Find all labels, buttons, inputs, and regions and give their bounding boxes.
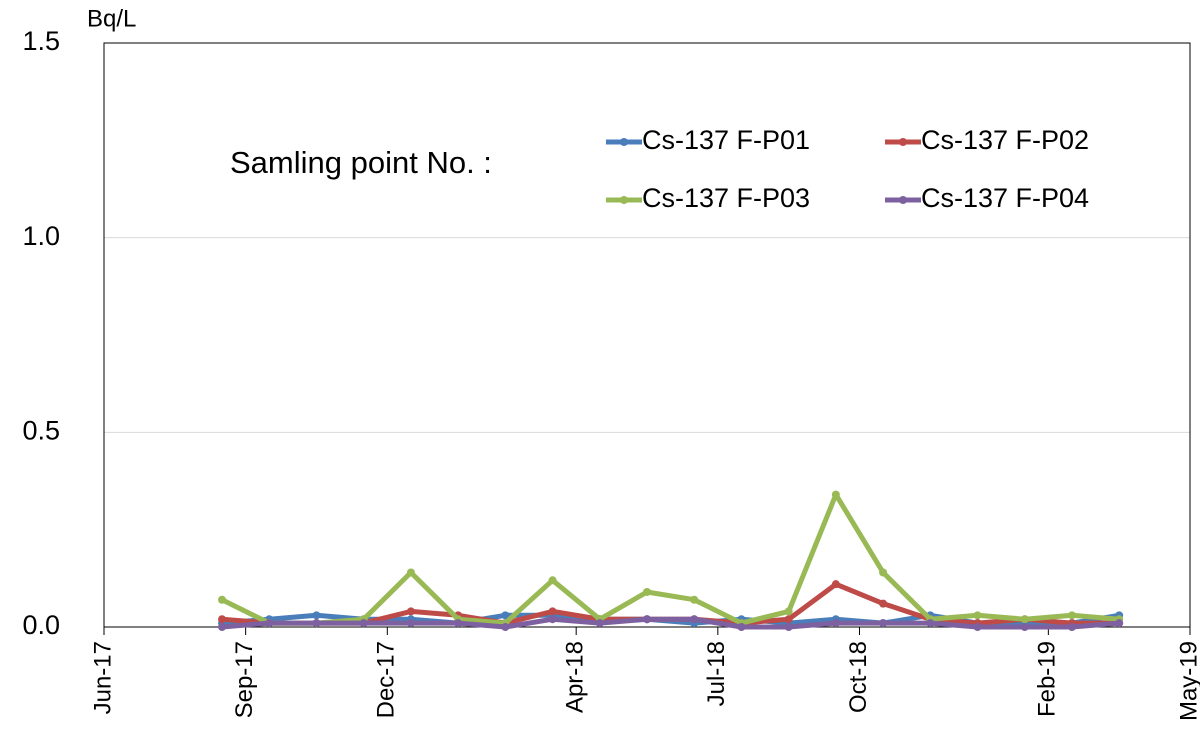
data-point — [312, 611, 321, 620]
data-point — [879, 568, 888, 577]
data-point — [973, 623, 982, 631]
data-point — [784, 607, 793, 616]
data-point — [1020, 615, 1029, 624]
data-point — [784, 615, 793, 624]
data-point — [501, 611, 510, 620]
legend-marker — [899, 196, 907, 204]
legend-title: Samling point No. : — [230, 145, 492, 180]
data-point — [879, 599, 888, 608]
legend-marker — [620, 138, 628, 146]
data-point — [218, 615, 227, 624]
x-tick-label: Apr-18 — [562, 641, 589, 713]
series-line — [221, 616, 1120, 630]
data-point — [926, 619, 935, 628]
data-point — [643, 587, 651, 596]
data-point — [831, 580, 840, 589]
data-point — [1067, 623, 1076, 631]
data-point — [1020, 623, 1029, 631]
data-point — [454, 619, 463, 628]
x-tick-label: Dec-17 — [373, 641, 400, 718]
data-point — [406, 607, 415, 616]
data-point — [973, 611, 982, 620]
data-point — [501, 623, 510, 631]
data-point — [690, 615, 699, 624]
data-point — [548, 607, 557, 616]
x-tick-label: Jun-17 — [89, 641, 116, 714]
data-point — [548, 615, 557, 624]
legend-marker — [620, 196, 628, 204]
legend-label: Cs-137 F-P02 — [921, 125, 1089, 155]
data-point — [312, 619, 321, 628]
x-tick-label: Jul-18 — [703, 641, 730, 706]
series-line — [220, 492, 1120, 626]
data-point — [548, 576, 557, 585]
data-point — [218, 595, 227, 604]
legend-label: Cs-137 F-P03 — [642, 183, 810, 213]
data-point — [265, 619, 274, 628]
data-point — [690, 595, 699, 604]
legend-label: Cs-137 F-P01 — [642, 125, 810, 155]
data-point — [406, 568, 415, 577]
data-point — [784, 623, 793, 631]
data-point — [359, 619, 368, 628]
legend-marker — [899, 138, 907, 146]
x-tick-label: Feb-19 — [1034, 641, 1061, 717]
data-point — [1115, 619, 1124, 628]
x-tick-label: May-19 — [1175, 641, 1200, 721]
y-tick-label: 0.0 — [22, 610, 60, 640]
data-point — [406, 619, 415, 628]
data-point — [831, 619, 840, 628]
data-point — [643, 615, 651, 624]
plot-frame — [103, 42, 1191, 628]
y-tick-label: 0.5 — [22, 415, 60, 445]
data-point — [737, 623, 746, 631]
x-tick-label: Oct-18 — [845, 641, 872, 713]
data-point — [595, 619, 604, 628]
data-point — [831, 490, 840, 499]
y-tick-label: 1.0 — [22, 221, 60, 251]
y-unit: Bq/L — [87, 5, 136, 32]
y-tick-label: 1.5 — [22, 26, 60, 56]
legend-label: Cs-137 F-P04 — [921, 183, 1089, 213]
data-point — [218, 623, 227, 631]
data-point — [1067, 611, 1076, 620]
data-point — [879, 619, 888, 628]
x-tick-label: Sep-17 — [231, 641, 258, 718]
